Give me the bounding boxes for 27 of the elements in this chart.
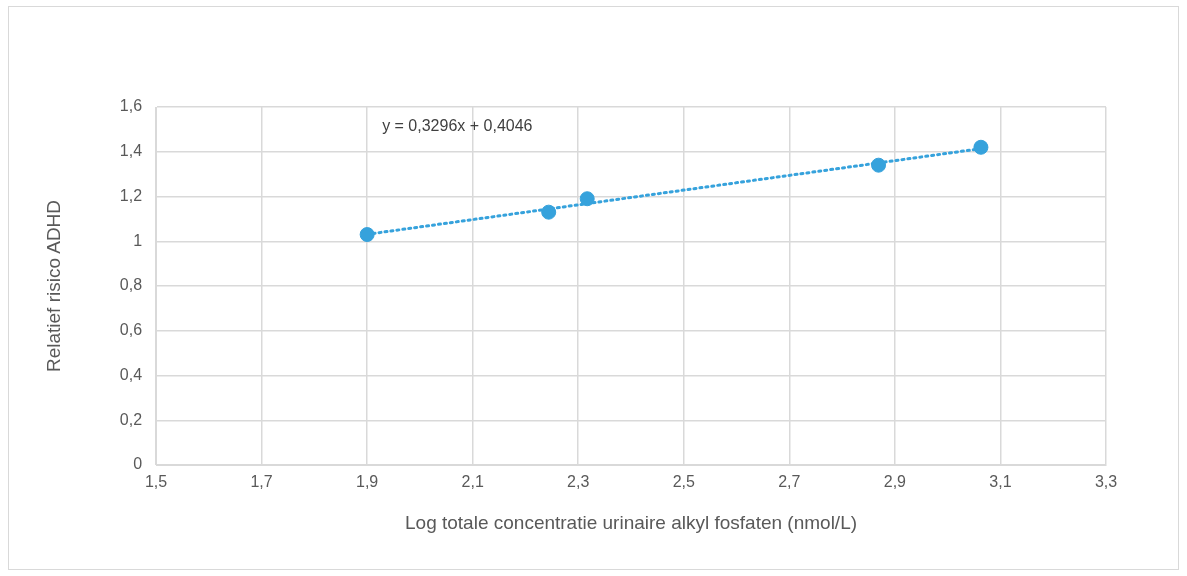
point [871,157,887,173]
x-tick-label: 1,7 [250,473,273,491]
x-tick-label: 1,9 [356,473,379,491]
point [579,191,595,207]
x-tick-label: 2,1 [461,473,484,491]
x-tick-label: 2,9 [883,473,907,491]
y-tick-label: 0,8 [119,276,143,294]
x-tick-label: 2,3 [567,473,590,491]
x-tick-label: 1,5 [144,473,168,491]
y-tick-label: 1,6 [119,97,143,115]
y-tick-label: 1,4 [119,142,143,160]
point [541,204,557,220]
x-tick-label: 3,3 [1094,473,1118,491]
x-tick-label: 2,7 [778,473,801,491]
y-axis-title: Relatief risico ADHD [42,199,64,373]
y-tick-label: 1 [133,231,143,249]
point [359,227,375,243]
x-axis-title: Log totale concentratie urinaire alkyl fosfaten (nmol/L) [405,511,858,533]
x-tick-label: 3,1 [989,473,1012,491]
point [973,139,989,155]
y-tick-label: 1,2 [119,186,143,204]
y-tick-label: 0 [133,455,143,473]
y-tick-label: 0,2 [119,410,143,428]
annotation: y = 0,3296x + 0,4046 [382,117,533,135]
y-tick-label: 0,4 [119,365,143,383]
y-tick-label: 0,6 [119,321,143,339]
x-tick-label: 2,5 [672,473,696,491]
